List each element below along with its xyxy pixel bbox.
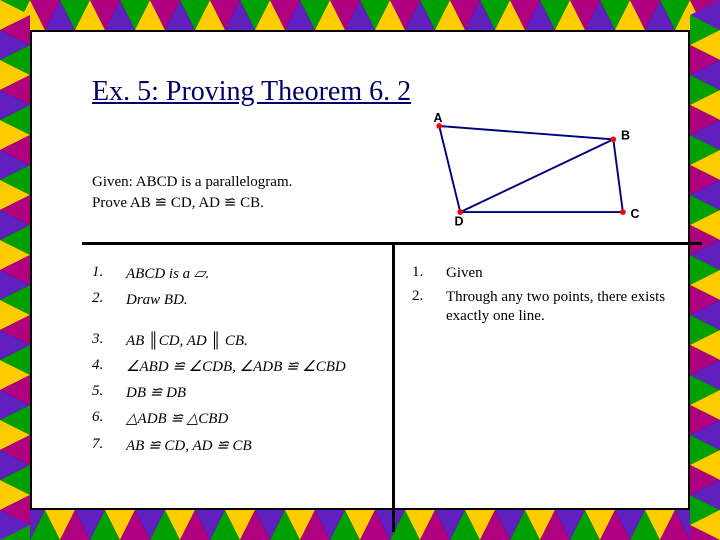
given-block: Given: ABCD is a parallelogram. Prove AB… (92, 172, 292, 214)
statement-row: 4.∠ABD ≌ ∠CDB, ∠ADB ≌ ∠CBD (92, 357, 382, 377)
svg-text:D: D (455, 214, 464, 228)
parallelogram-diagram: A B C D (422, 110, 642, 230)
statements-column: 1.ABCD is a ▱. 2.Draw BD. 3.AB ║CD, AD ║ C… (92, 264, 382, 462)
reason-row: 2.Through any two points, there exists e… (412, 288, 704, 327)
svg-text:B: B (621, 128, 630, 142)
reasons-column: 1.Given 2.Through any two points, there e… (412, 264, 704, 331)
statement-row: 2.Draw BD. (92, 290, 382, 310)
given-line1: Given: ABCD is a parallelogram. (92, 172, 292, 193)
svg-text:C: C (631, 207, 640, 221)
slide-content: Ex. 5: Proving Theorem 6. 2 Given: ABCD … (32, 32, 688, 508)
reason-row: 1.Given (412, 264, 704, 284)
statement-row: 1.ABCD is a ▱. (92, 264, 382, 284)
statement-row: 7.AB ≌ CD, AD ≌ CB (92, 436, 382, 456)
vertical-divider (392, 242, 395, 532)
statement-row: 6.△ADB ≌ △CBD (92, 409, 382, 429)
given-line2: Prove AB ≌ CD, AD ≌ CB. (92, 193, 292, 214)
slide-title: Ex. 5: Proving Theorem 6. 2 (92, 76, 411, 108)
statement-row: 5.DB ≌ DB (92, 383, 382, 403)
statement-row: 3.AB ║CD, AD ║ CB. (92, 331, 382, 351)
svg-text:A: A (433, 111, 442, 125)
